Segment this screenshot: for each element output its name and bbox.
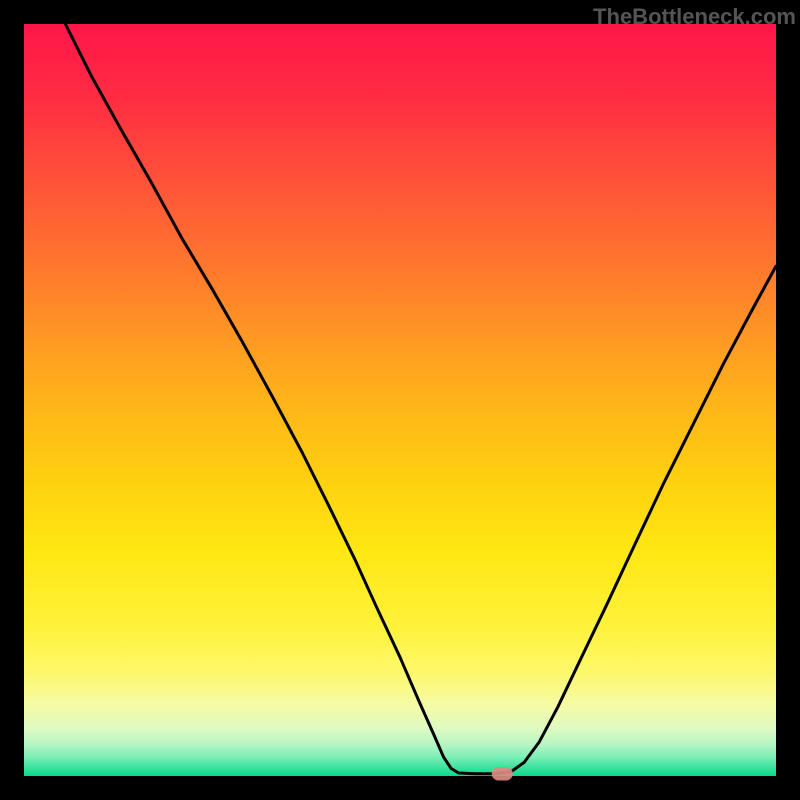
gradient-panel <box>24 24 776 776</box>
bottleneck-chart <box>0 0 800 800</box>
watermark-text: TheBottleneck.com <box>593 4 796 30</box>
optimal-marker <box>492 767 513 781</box>
